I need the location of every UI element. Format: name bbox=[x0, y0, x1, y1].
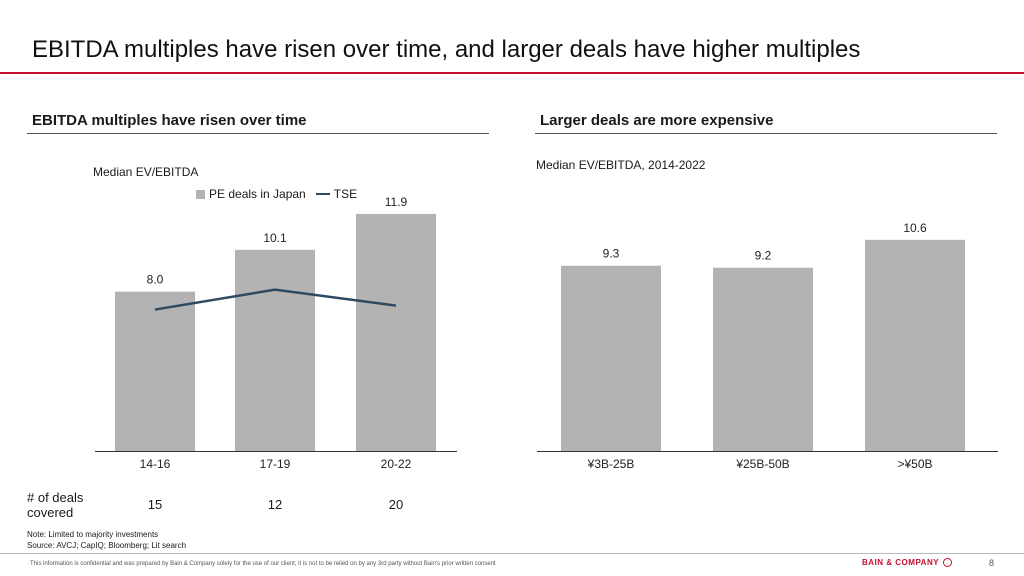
bar bbox=[115, 291, 195, 451]
right-chart-subtitle: Median EV/EBITDA, 2014-2022 bbox=[536, 158, 706, 172]
brand-name: BAIN & COMPANY bbox=[862, 558, 940, 567]
tse-line bbox=[154, 288, 397, 311]
x-tick-label: >¥50B bbox=[897, 457, 932, 471]
deals-count-14-16: 15 bbox=[147, 497, 163, 512]
page-title: EBITDA multiples have risen over time, a… bbox=[32, 36, 861, 63]
page-number: 8 bbox=[989, 558, 995, 568]
bar bbox=[713, 267, 813, 451]
deals-count-20-22: 20 bbox=[388, 497, 404, 512]
left-section-divider bbox=[27, 133, 489, 134]
legend-bar-swatch bbox=[196, 189, 205, 199]
bar bbox=[865, 239, 965, 451]
right-section-divider bbox=[535, 133, 997, 134]
bar bbox=[356, 213, 436, 451]
legend-line-swatch bbox=[315, 193, 330, 195]
confidentiality-footer: This information is confidential and was… bbox=[30, 561, 496, 567]
bain-logo-icon bbox=[943, 558, 953, 567]
x-tick-label: 14-16 bbox=[140, 457, 171, 471]
bar-value-label: 10.6 bbox=[903, 221, 927, 235]
left-chart-legend: PE deals in Japan TSE bbox=[196, 187, 357, 201]
bar-value-label: 11.9 bbox=[385, 195, 408, 209]
source-text: Source: AVCJ; CapIQ; Bloomberg; Lit sear… bbox=[27, 541, 187, 550]
legend-bar-label: PE deals in Japan bbox=[209, 187, 306, 201]
bar-value-label: 10.1 bbox=[263, 231, 287, 245]
left-section-title: EBITDA multiples have risen over time bbox=[32, 112, 307, 129]
bar-value-label: 9.2 bbox=[755, 249, 772, 263]
x-tick-label: ¥3B-25B bbox=[587, 457, 635, 471]
bar-value-label: 9.3 bbox=[603, 247, 620, 261]
note-text: Note: Limited to majority investments bbox=[27, 530, 159, 539]
brand-logo: BAIN & COMPANY bbox=[862, 558, 953, 567]
x-tick-label: 20-22 bbox=[381, 457, 412, 471]
legend-line-label: TSE bbox=[333, 187, 358, 201]
right-section-title: Larger deals are more expensive bbox=[540, 112, 774, 129]
deals-count-17-19: 12 bbox=[267, 497, 283, 512]
left-chart-subtitle: Median EV/EBITDA bbox=[93, 165, 199, 179]
x-tick-label: ¥25B-50B bbox=[735, 457, 789, 471]
bar-value-label: 8.0 bbox=[147, 273, 164, 287]
title-divider bbox=[0, 72, 1024, 74]
bar bbox=[561, 265, 661, 451]
deals-covered-label: # of deals covered bbox=[27, 490, 84, 520]
footer-divider bbox=[0, 553, 1024, 554]
bar bbox=[235, 249, 315, 451]
x-tick-label: 17-19 bbox=[260, 457, 291, 471]
